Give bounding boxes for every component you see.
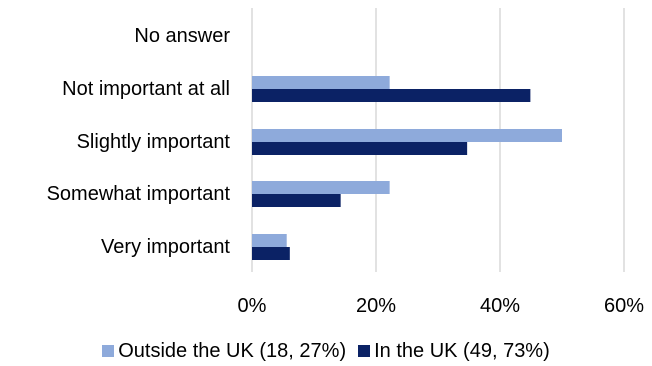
bar xyxy=(252,129,562,142)
bars xyxy=(252,76,562,260)
x-tick-label: 40% xyxy=(480,295,520,317)
category-label: Somewhat important xyxy=(47,183,231,205)
legend-item-in-uk: In the UK (49, 73%) xyxy=(358,340,550,363)
legend-label: Outside the UK (18, 27%) xyxy=(118,339,347,362)
x-tick-label: 60% xyxy=(604,295,644,317)
bar xyxy=(252,142,468,155)
bar xyxy=(252,247,290,260)
category-labels: No answer Not important at all Slightly … xyxy=(47,25,231,258)
legend-swatch xyxy=(102,345,115,357)
bar xyxy=(252,89,531,102)
legend-item-outside-uk: Outside the UK (18, 27%) xyxy=(102,340,346,363)
bar-chart: No answer Not important at all Slightly … xyxy=(47,8,645,317)
category-label: Not important at all xyxy=(62,78,230,100)
x-tick-label: 20% xyxy=(356,295,396,317)
bar xyxy=(252,76,390,89)
legend: Outside the UK (18, 27%) In the UK (49, … xyxy=(0,336,652,366)
x-tick-labels: 0% 20% 40% 60% xyxy=(238,295,645,317)
category-label: No answer xyxy=(134,25,230,47)
bar xyxy=(252,234,287,247)
legend-swatch xyxy=(358,345,371,357)
category-label: Very important xyxy=(101,236,230,258)
bar xyxy=(252,181,390,194)
x-tick-label: 0% xyxy=(238,295,267,317)
legend-label: In the UK (49, 73%) xyxy=(374,339,550,362)
category-label: Slightly important xyxy=(77,131,231,153)
bar xyxy=(252,194,341,207)
